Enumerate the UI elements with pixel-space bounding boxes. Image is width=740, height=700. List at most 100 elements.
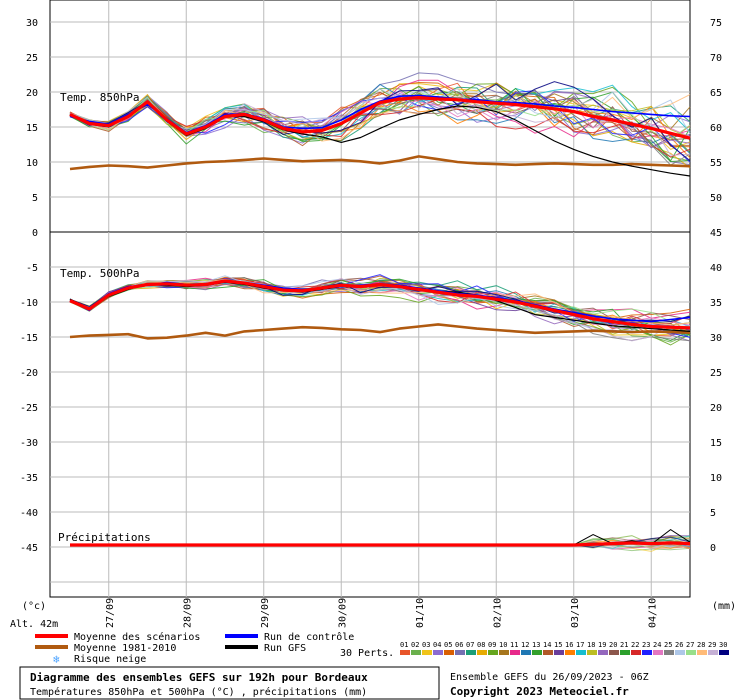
y-tick-right: 15 xyxy=(710,438,722,449)
perturbation-swatch xyxy=(532,650,542,655)
y-tick-left: 20 xyxy=(26,88,38,99)
y-tick-right: 60 xyxy=(710,123,722,134)
perturbation-swatch xyxy=(433,650,443,655)
y-tick-right: 75 xyxy=(710,18,722,29)
series-line xyxy=(69,279,691,330)
series-line xyxy=(70,541,691,547)
x-axis-dates: 27/09 28/09 29/09 30/09 01/10 02/10 03/10 04/10 xyxy=(105,598,659,628)
panel-850hpa-series xyxy=(69,94,691,177)
x-tick-label: 29/09 xyxy=(260,598,271,628)
perturbation-number: 03 xyxy=(422,641,430,649)
y-tick-left: -5 xyxy=(26,263,38,274)
perturbation-number: 23 xyxy=(642,641,650,649)
perturbation-swatch xyxy=(686,650,696,655)
perturbation-number: 02 xyxy=(411,641,419,649)
panel-850hpa-label: Temp. 850hPa xyxy=(60,91,139,104)
x-tick-label: 01/10 xyxy=(415,598,426,628)
perturbation-swatch xyxy=(565,650,575,655)
perturbation-number: 06 xyxy=(455,641,463,649)
y-tick-left: -40 xyxy=(20,508,38,519)
perturbation-number: 09 xyxy=(488,641,496,649)
perturbation-number: 27 xyxy=(686,641,694,649)
x-tick-label: 02/10 xyxy=(492,598,503,628)
footer: Diagramme des ensembles GEFS sur 192h po… xyxy=(19,666,649,700)
y-tick-right: 5 xyxy=(710,508,716,519)
y-tick-right: 65 xyxy=(710,88,722,99)
snowflake-icon: ❄ xyxy=(53,653,60,666)
perturbation-number: 26 xyxy=(675,641,683,649)
y-tick-right: 50 xyxy=(710,193,722,204)
perturbation-swatch xyxy=(499,650,509,655)
perturbation-number: 01 xyxy=(400,641,408,649)
y-tick-left: 0 xyxy=(32,228,38,239)
precipitation-series xyxy=(70,528,691,552)
y-tick-left: -25 xyxy=(20,403,38,414)
panel-500hpa-y-ticks: -5 -10 -15 -20 -25 -30 -35 -40 -45 45 40 35 30 25 20 15… xyxy=(20,228,722,554)
footer-copyright: Copyright 2023 Meteociel.fr xyxy=(450,685,629,698)
legend: Moyenne des scénarios Moyenne 1981-2010 … xyxy=(35,631,729,666)
perturbation-number: 13 xyxy=(532,641,540,649)
perturbation-swatch xyxy=(697,650,707,655)
perturbation-swatch xyxy=(400,650,410,655)
perturbation-number: 15 xyxy=(554,641,562,649)
legend-perts-label: 30 Perts. xyxy=(340,648,394,659)
y-tick-right: 25 xyxy=(710,368,722,379)
perturbation-swatch xyxy=(576,650,586,655)
y-tick-left: 25 xyxy=(26,53,38,64)
perturbation-number: 11 xyxy=(510,641,518,649)
perturbation-legend: 01 02 03 04 05 06 07 08 09 10 11 12 13 14 15 16 17 18 19 20… xyxy=(400,641,729,655)
y-tick-right: 35 xyxy=(710,298,722,309)
y-tick-right: 40 xyxy=(710,263,722,274)
y-tick-left: -20 xyxy=(20,368,38,379)
x-tick-label: 28/09 xyxy=(182,598,193,628)
perturbation-swatch xyxy=(543,650,553,655)
perturbation-number: 28 xyxy=(697,641,705,649)
perturbation-number: 08 xyxy=(477,641,485,649)
perturbation-number: 19 xyxy=(598,641,606,649)
panel-500hpa-series xyxy=(69,279,691,340)
footer-title: Diagramme des ensembles GEFS sur 192h po… xyxy=(30,671,368,684)
perturbation-swatch xyxy=(455,650,465,655)
perturbation-number: 18 xyxy=(587,641,595,649)
series-line xyxy=(69,96,691,140)
perturbation-swatch xyxy=(719,650,729,655)
legend-climate-label: Moyenne 1981-2010 xyxy=(74,643,176,654)
footer-box xyxy=(19,666,440,700)
perturbation-number: 24 xyxy=(653,641,661,649)
panel-500hpa: -5 -10 -15 -20 -25 -30 -35 -40 -45 45 40 35 30 25 20 15… xyxy=(20,228,722,598)
perturbation-swatch xyxy=(488,650,498,655)
perturbation-number: 22 xyxy=(631,641,639,649)
y-tick-left: -45 xyxy=(20,543,38,554)
y-tick-right: 20 xyxy=(710,403,722,414)
perturbation-number: 12 xyxy=(521,641,529,649)
precipitation-label: Précipitations xyxy=(58,531,151,544)
panel-850hpa-grid xyxy=(50,0,690,232)
perturbation-swatch xyxy=(444,650,454,655)
y-tick-left: 5 xyxy=(32,193,38,204)
y-tick-right: 0 xyxy=(710,543,716,554)
left-unit-label: (°c) xyxy=(22,601,46,612)
perturbation-swatch xyxy=(466,650,476,655)
y-tick-right: 55 xyxy=(710,158,722,169)
y-tick-left: 15 xyxy=(26,123,38,134)
series-line xyxy=(69,323,691,340)
perturbation-swatch xyxy=(411,650,421,655)
perturbation-swatch xyxy=(620,650,630,655)
footer-run-info: Ensemble GEFS du 26/09/2023 - 06Z xyxy=(450,672,649,683)
perturbation-swatch xyxy=(521,650,531,655)
y-tick-left: -35 xyxy=(20,473,38,484)
perturbation-number: 29 xyxy=(708,641,716,649)
perturbation-swatch xyxy=(609,650,619,655)
panel-500hpa-label: Temp. 500hPa xyxy=(60,267,139,280)
perturbation-swatch xyxy=(664,650,674,655)
perturbation-number: 21 xyxy=(620,641,628,649)
y-tick-left: 30 xyxy=(26,18,38,29)
legend-control-label: Run de contrôle xyxy=(264,631,354,643)
perturbation-swatch xyxy=(587,650,597,655)
perturbation-number: 17 xyxy=(576,641,584,649)
perturbation-number: 05 xyxy=(444,641,452,649)
x-tick-label: 04/10 xyxy=(647,598,658,628)
